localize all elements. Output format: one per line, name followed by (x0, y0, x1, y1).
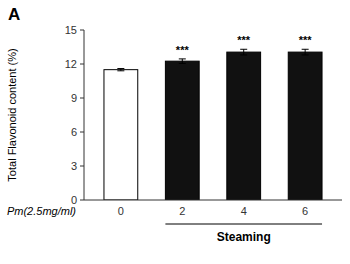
y-tick (80, 30, 84, 31)
error-cap (117, 70, 124, 71)
error-bar (117, 69, 124, 71)
bar (165, 61, 199, 200)
y-tick-label: 6 (71, 126, 77, 138)
bracket-line (165, 224, 322, 225)
y-tick (80, 64, 84, 65)
bars (104, 49, 322, 200)
y-axis (84, 30, 85, 200)
error-bar (240, 49, 247, 55)
x-axis-label: Steaming (217, 230, 271, 244)
significance-label: *** (176, 44, 190, 56)
x-tick-label: 6 (302, 205, 308, 217)
error-cap (302, 54, 309, 55)
y-axis-label: Total Flavonoid content (%) (6, 48, 18, 181)
y-tick (80, 132, 84, 133)
error-cap (179, 58, 186, 59)
error-cap (240, 49, 247, 50)
x-tick-label: 4 (241, 205, 247, 217)
error-stem (182, 59, 183, 64)
x-axis (84, 200, 342, 201)
error-cap (302, 49, 309, 50)
error-stem (305, 49, 306, 55)
chart: 03691215*********0246Pm(2.5mg/ml)Steamin… (0, 0, 350, 264)
error-cap (179, 63, 186, 64)
y-tick-label: 15 (65, 24, 77, 36)
y-tick (80, 200, 84, 201)
y-tick (80, 166, 84, 167)
y-tick (80, 98, 84, 99)
y-tick-label: 9 (71, 92, 77, 104)
error-cap (240, 54, 247, 55)
error-bar (179, 59, 186, 64)
bar (288, 52, 322, 200)
panel-label: A (8, 5, 20, 24)
y-tick-label: 3 (71, 160, 77, 172)
error-bar (302, 49, 309, 55)
significance-label: *** (299, 34, 313, 46)
bar (104, 70, 138, 200)
error-cap (117, 68, 124, 69)
significance-label: *** (237, 34, 251, 46)
error-stem (243, 49, 244, 55)
x-tick-label: 0 (118, 205, 124, 217)
x-tick-label: 2 (179, 205, 185, 217)
y-tick-label: 12 (65, 58, 77, 70)
x-sub-label: Pm(2.5mg/ml) (7, 205, 76, 217)
bar (227, 52, 261, 200)
